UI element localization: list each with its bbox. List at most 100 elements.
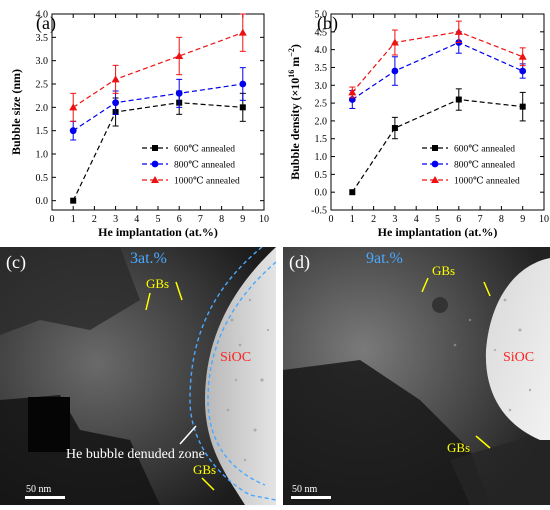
chart-a-panel-label: (a) <box>36 13 56 34</box>
data-point <box>519 103 526 110</box>
y-tick-label: 1.5 <box>315 134 328 145</box>
x-tick-label: 4 <box>414 214 419 225</box>
bubble <box>226 408 230 412</box>
micrograph-d-scalebar <box>291 496 331 499</box>
data-point <box>238 28 247 36</box>
bubble <box>253 428 257 432</box>
y-tick-label: 2.5 <box>36 80 49 91</box>
micrograph-c: (c) 3at.% GBs SiOC He bubble denuded zon… <box>0 247 276 505</box>
series-2 <box>348 31 527 109</box>
data-point <box>349 189 356 196</box>
x-axis-label: He implantation (at.%) <box>98 225 218 239</box>
legend-label: 1000℃ annealed <box>454 177 520 187</box>
micrograph-d-arrow-gbs-3 <box>475 435 491 449</box>
micrograph-d: (d) 9at.% GBs SiOC GBs 50 nm <box>283 247 550 505</box>
y-tick-label: 1.5 <box>36 126 49 137</box>
micrograph-d-gbs-top: GBs <box>432 263 455 278</box>
legend: 600℃ annealed 800℃ annealed 1000℃ annealed <box>422 145 520 187</box>
y-tick-label: -0.5 <box>311 206 327 217</box>
legend-label: 800℃ annealed <box>174 161 235 171</box>
bubble <box>234 378 238 382</box>
x-tick-label: 0 <box>50 214 55 225</box>
legend: 600℃ annealed 800℃ annealed 1000℃ annealed <box>142 145 240 187</box>
micrograph-d-dark-grain <box>283 360 490 505</box>
micrograph-c-zone-inner <box>207 261 276 486</box>
y-tick-label: 2.0 <box>36 103 49 114</box>
legend-marker <box>151 176 159 183</box>
bubble <box>260 378 264 382</box>
data-point <box>111 75 120 83</box>
x-tick-label: 4 <box>134 214 139 225</box>
x-axis-label: He implantation (at.%) <box>378 225 498 239</box>
x-tick-label: 0 <box>329 214 334 225</box>
micrograph-c-gbs-top: GBs <box>146 276 169 291</box>
series-line <box>72 32 244 108</box>
y-tick-label: 2.0 <box>315 116 328 127</box>
legend-marker <box>152 145 158 151</box>
micrograph-c-gbs-bottom: GBs <box>193 462 216 477</box>
micrograph-c-zone-outer <box>189 247 276 501</box>
x-tick-label: 2 <box>371 214 376 225</box>
micrograph-d-concentration: 9at.% <box>366 250 403 267</box>
bubble <box>493 348 497 352</box>
data-point <box>518 52 527 60</box>
x-tick-label: 5 <box>156 214 161 225</box>
micrograph-d-arrow-gbs-2 <box>483 281 491 297</box>
series-2 <box>69 67 247 141</box>
series-line <box>72 102 243 201</box>
y-tick-label: 0.0 <box>315 188 328 199</box>
data-point <box>175 89 183 97</box>
y-tick-label: 2.5 <box>315 99 328 110</box>
bubble <box>508 408 512 412</box>
data-point <box>454 27 463 35</box>
legend-marker <box>432 145 438 151</box>
data-point <box>112 99 119 107</box>
y-tick-label: 0.0 <box>36 196 49 207</box>
x-tick-label: 9 <box>240 214 245 225</box>
micrograph-d-scalebar-label: 50 nm <box>292 484 318 495</box>
x-tick-label: 10 <box>259 214 269 225</box>
bubble <box>243 458 247 462</box>
legend-label: 600℃ annealed <box>454 145 515 155</box>
x-tick-label: 5 <box>435 214 440 225</box>
micrograph-d-bubbles <box>453 298 532 412</box>
micrograph-d-grain-boundary-strip <box>450 430 550 505</box>
micrograph-c-scalebar <box>25 496 65 499</box>
y-tick-label: 3.0 <box>36 56 49 67</box>
series-3 <box>348 20 527 99</box>
series-line <box>351 41 523 101</box>
data-point <box>239 80 247 88</box>
y-tick-label: 0.5 <box>315 170 328 181</box>
micrograph-c-concentration: 3at.% <box>130 250 167 267</box>
x-tick-label: 7 <box>478 214 483 225</box>
micrograph-d-panel-label: (d) <box>289 252 310 273</box>
x-tick-label: 10 <box>539 214 549 225</box>
chart-b: (b) 0 1 2 3 4 5 6 7 8 9 10 -0.5 0.0 0.5 1.0 1.5 2.0 2.5 3.… <box>287 10 549 240</box>
micrograph-d-arrow-gbs-1 <box>421 277 429 293</box>
y-axis-label: Bubble density (×1016 m−2) <box>287 44 302 180</box>
data-point <box>175 52 184 59</box>
data-point <box>519 67 527 75</box>
bubble <box>238 343 242 347</box>
micrograph-c-dark-grain <box>0 247 140 335</box>
series-line <box>351 31 523 93</box>
x-tick-label: 6 <box>177 214 182 225</box>
legend-marker <box>431 176 439 183</box>
bubble <box>528 388 532 392</box>
chart-b-panel-label: (b) <box>317 13 338 34</box>
legend-label: 600℃ annealed <box>174 145 235 155</box>
x-tick-label: 8 <box>219 214 224 225</box>
y-tick-label: 3.0 <box>315 81 328 92</box>
micrograph-c-sioc-region <box>205 247 276 505</box>
data-point <box>348 88 357 96</box>
y-tick-label: 1.0 <box>315 152 328 163</box>
x-tick-label: 6 <box>456 214 461 225</box>
micrograph-c-zone-label: He bubble denuded zone <box>66 447 205 462</box>
series-line <box>72 83 243 132</box>
legend-marker <box>431 160 439 168</box>
x-tick-label: 7 <box>198 214 203 225</box>
series-line <box>351 98 523 193</box>
bubble <box>248 298 252 302</box>
data-point <box>455 96 462 103</box>
